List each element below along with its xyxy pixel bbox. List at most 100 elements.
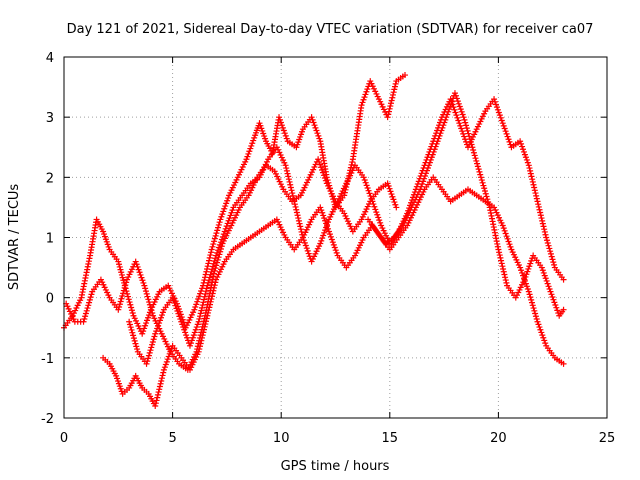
data-point	[292, 203, 299, 210]
data-point	[285, 173, 292, 180]
data-point	[229, 207, 236, 214]
data-point	[385, 111, 392, 118]
data-point	[85, 302, 92, 309]
data-point	[540, 269, 547, 276]
data-point	[191, 329, 198, 336]
data-point	[164, 356, 171, 363]
data-point	[435, 135, 442, 142]
data-point	[364, 86, 371, 93]
data-point	[276, 116, 283, 123]
data-point	[456, 120, 463, 127]
data-point	[543, 277, 550, 284]
data-point	[115, 258, 122, 265]
data-point	[361, 177, 368, 184]
data-point	[433, 140, 440, 147]
data-point	[142, 288, 149, 295]
data-point	[318, 237, 325, 244]
data-point	[551, 261, 558, 268]
data-point	[244, 153, 251, 160]
data-point	[464, 127, 471, 134]
data-point	[192, 326, 199, 333]
data-point	[465, 130, 472, 137]
data-point	[133, 261, 140, 268]
data-point	[478, 174, 485, 181]
data-point	[424, 164, 431, 171]
data-point	[392, 80, 399, 87]
data-point	[517, 264, 524, 271]
data-point	[159, 372, 166, 379]
data-point	[475, 166, 482, 173]
data-point	[440, 122, 447, 129]
data-point	[384, 180, 391, 187]
data-point	[502, 274, 509, 281]
data-point	[534, 318, 541, 325]
data-point	[224, 220, 231, 227]
data-point	[301, 239, 308, 246]
data-point	[153, 328, 160, 335]
data-point	[500, 122, 507, 129]
data-point	[207, 301, 214, 308]
data-point	[289, 192, 296, 199]
data-point	[208, 268, 215, 275]
data-point	[492, 101, 499, 108]
data-point	[209, 243, 216, 250]
data-point	[218, 236, 225, 243]
data-point	[144, 317, 151, 324]
data-point	[289, 190, 296, 197]
data-point	[560, 276, 567, 283]
data-point	[542, 275, 549, 282]
data-point	[304, 247, 311, 254]
data-point	[444, 111, 451, 118]
data-point	[521, 151, 528, 158]
data-point	[527, 260, 534, 267]
data-point	[297, 226, 304, 233]
data-point	[125, 296, 132, 303]
data-point	[116, 263, 123, 270]
data-point	[540, 334, 547, 341]
data-point	[130, 332, 137, 339]
data-point	[422, 172, 429, 179]
data-point	[82, 310, 89, 317]
data-point	[541, 337, 548, 344]
data-point	[455, 100, 462, 107]
data-point	[501, 227, 508, 234]
data-point	[454, 114, 461, 121]
data-point	[161, 364, 168, 371]
data-point	[560, 306, 567, 313]
x-tick-label: 0	[60, 431, 68, 446]
data-point	[439, 124, 446, 131]
data-point	[148, 344, 155, 351]
data-point	[219, 211, 226, 218]
data-point	[522, 273, 529, 280]
data-point	[190, 332, 197, 339]
data-point	[390, 89, 397, 96]
data-point	[126, 318, 133, 325]
data-point	[505, 136, 512, 143]
data-point	[205, 277, 212, 284]
data-point	[363, 88, 370, 95]
data-point	[484, 196, 491, 203]
data-point	[293, 206, 300, 213]
data-point	[116, 303, 123, 310]
data-point	[328, 236, 335, 243]
data-point	[150, 336, 157, 343]
data-point	[538, 215, 545, 222]
data-point	[149, 338, 156, 345]
data-point	[312, 124, 319, 131]
data-point	[471, 152, 478, 159]
data-point	[172, 302, 179, 309]
data-point	[537, 212, 544, 219]
data-point	[287, 184, 294, 191]
data-point	[359, 99, 366, 106]
data-point	[528, 299, 535, 306]
data-point	[118, 295, 125, 302]
data-point	[197, 343, 204, 350]
data-point	[193, 324, 200, 331]
data-point	[217, 216, 224, 223]
data-point	[499, 222, 506, 229]
data-point	[203, 285, 210, 292]
data-point	[83, 307, 90, 314]
data-point	[117, 298, 124, 305]
data-point	[223, 200, 230, 207]
data-point	[423, 167, 430, 174]
